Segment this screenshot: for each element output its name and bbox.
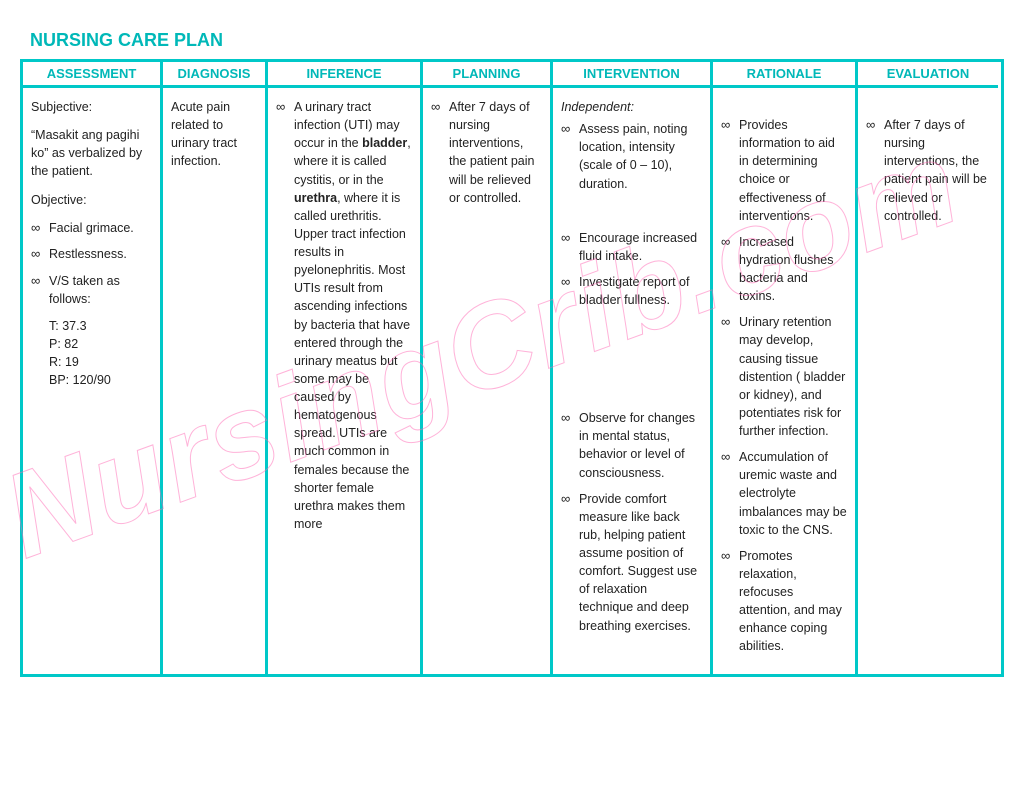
body-assessment: Subjective: “Masakit ang pagihi ko” as v… [23, 88, 160, 674]
column-evaluation: EVALUATION ∞After 7 days of nursing inte… [858, 62, 998, 674]
header-assessment: ASSESSMENT [23, 62, 160, 88]
objective-list: ∞Facial grimace. ∞Restlessness. ∞V/S tak… [31, 219, 152, 309]
column-planning: PLANNING ∞After 7 days of nursing interv… [423, 62, 553, 674]
list-item: ∞Investigate report of bladder fullness. [561, 273, 702, 309]
infinity-icon: ∞ [431, 98, 449, 207]
list-item: ∞Observe for changes in mental status, b… [561, 409, 702, 482]
list-item: ∞Provide comfort measure like back rub, … [561, 490, 702, 635]
infinity-icon: ∞ [561, 409, 579, 482]
infinity-icon: ∞ [561, 490, 579, 635]
list-item: ∞After 7 days of nursing interventions, … [866, 116, 990, 225]
column-diagnosis: DIAGNOSIS Acute pain related to urinary … [163, 62, 268, 674]
list-item: ∞Provides information to aid in determin… [721, 116, 847, 225]
infinity-icon: ∞ [561, 120, 579, 193]
column-assessment: ASSESSMENT Subjective: “Masakit ang pagi… [23, 62, 163, 674]
list-item: ∞Encourage increased fluid intake. [561, 229, 702, 265]
list-item: ∞ A urinary tract infection (UTI) may oc… [276, 98, 412, 533]
subjective-text: “Masakit ang pagihi ko” as verbalized by… [31, 126, 152, 180]
body-intervention: Independent: ∞Assess pain, noting locati… [553, 88, 710, 674]
infinity-icon: ∞ [721, 448, 739, 539]
header-inference: INFERENCE [268, 62, 420, 88]
list-item: ∞Increased hydration flushes bacteria an… [721, 233, 847, 306]
header-diagnosis: DIAGNOSIS [163, 62, 265, 88]
vital-row: R: 19 [49, 353, 152, 371]
list-item: ∞Facial grimace. [31, 219, 152, 238]
body-planning: ∞After 7 days of nursing interventions, … [423, 88, 550, 674]
list-item: ∞After 7 days of nursing interventions, … [431, 98, 542, 207]
infinity-icon: ∞ [31, 219, 49, 238]
list-item: ∞Accumulation of uremic waste and electr… [721, 448, 847, 539]
header-evaluation: EVALUATION [858, 62, 998, 88]
body-rationale: ∞Provides information to aid in determin… [713, 88, 855, 674]
infinity-icon: ∞ [721, 547, 739, 656]
header-planning: PLANNING [423, 62, 550, 88]
vital-row: BP: 120/90 [49, 371, 152, 389]
body-inference: ∞ A urinary tract infection (UTI) may oc… [268, 88, 420, 674]
column-inference: INFERENCE ∞ A urinary tract infection (U… [268, 62, 423, 674]
infinity-icon: ∞ [561, 273, 579, 309]
objective-label: Objective: [31, 191, 152, 209]
care-plan-table: ASSESSMENT Subjective: “Masakit ang pagi… [20, 59, 1004, 677]
subjective-label: Subjective: [31, 98, 152, 116]
vitals-block: T: 37.3 P: 82 R: 19 BP: 120/90 [49, 317, 152, 390]
infinity-icon: ∞ [721, 313, 739, 440]
list-item: ∞Urinary retention may develop, causing … [721, 313, 847, 440]
infinity-icon: ∞ [276, 98, 294, 533]
list-item: ∞V/S taken as follows: [31, 272, 152, 308]
diagnosis-text: Acute pain related to urinary tract infe… [171, 98, 257, 171]
body-evaluation: ∞After 7 days of nursing interventions, … [858, 88, 998, 674]
intervention-intro: Independent: [561, 98, 702, 116]
header-rationale: RATIONALE [713, 62, 855, 88]
list-item: ∞Restlessness. [31, 245, 152, 264]
inference-text: A urinary tract infection (UTI) may occu… [294, 98, 412, 533]
header-intervention: INTERVENTION [553, 62, 710, 88]
list-item: ∞Promotes relaxation, refocuses attentio… [721, 547, 847, 656]
infinity-icon: ∞ [31, 272, 49, 308]
vital-row: P: 82 [49, 335, 152, 353]
infinity-icon: ∞ [721, 233, 739, 306]
infinity-icon: ∞ [866, 116, 884, 225]
list-item: ∞Assess pain, noting location, intensity… [561, 120, 702, 193]
infinity-icon: ∞ [721, 116, 739, 225]
body-diagnosis: Acute pain related to urinary tract infe… [163, 88, 265, 674]
infinity-icon: ∞ [31, 245, 49, 264]
column-rationale: RATIONALE ∞Provides information to aid i… [713, 62, 858, 674]
infinity-icon: ∞ [561, 229, 579, 265]
column-intervention: INTERVENTION Independent: ∞Assess pain, … [553, 62, 713, 674]
vital-row: T: 37.3 [49, 317, 152, 335]
page-title: NURSING CARE PLAN [20, 30, 1004, 51]
